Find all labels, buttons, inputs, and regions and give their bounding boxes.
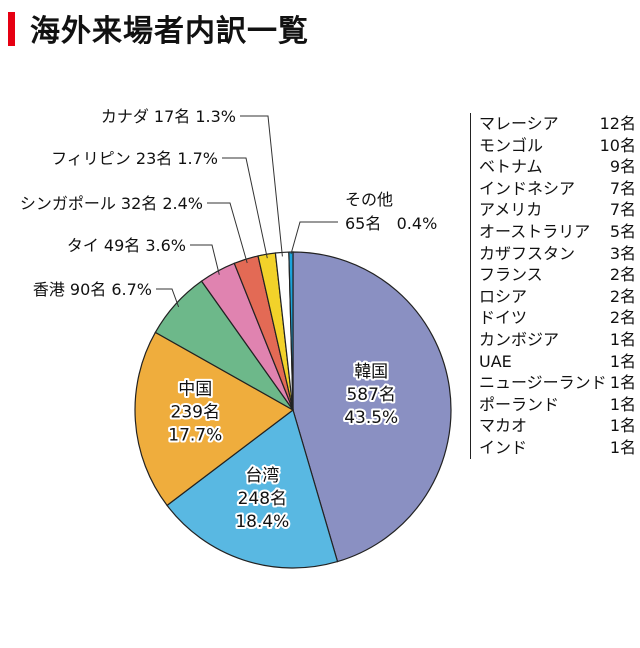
- other-breakdown-row: カザフスタン 3名: [471, 243, 639, 265]
- country-count: 7名: [609, 200, 636, 220]
- country-name: UAE: [479, 351, 512, 371]
- country-count: 2名: [609, 308, 636, 328]
- callout-label-canada: カナダ 17名 1.3%: [101, 107, 236, 126]
- country-count: 5名: [609, 221, 636, 241]
- country-count: 1名: [609, 437, 636, 457]
- country-name: ベトナム: [479, 157, 543, 177]
- other-breakdown-row: ポーランド 1名: [471, 394, 639, 416]
- slice-percent-taiwan: 18.4%: [235, 512, 289, 532]
- country-name: マレーシア: [479, 114, 559, 133]
- country-count: 1名: [609, 416, 636, 436]
- other-breakdown-row: カンボジア 1名: [471, 329, 639, 351]
- slice-count-taiwan: 248名: [238, 489, 287, 509]
- other-breakdown-row: ロシア 2名: [471, 286, 639, 308]
- other-breakdown-row: モンゴル 10名: [471, 135, 639, 157]
- callout-value-other: 65名 0.4%: [345, 214, 437, 233]
- country-name: インドネシア: [479, 178, 576, 198]
- country-name: ロシア: [479, 286, 528, 306]
- country-count: 1名: [609, 351, 636, 371]
- country-count: 2名: [609, 265, 636, 285]
- country-name: ニュージーランド: [479, 373, 607, 393]
- other-breakdown-row: マレーシア 12名: [471, 113, 639, 135]
- leader-line-singapore: [207, 202, 248, 264]
- other-breakdown-row: マカオ 1名: [471, 415, 639, 437]
- country-count: 2名: [609, 286, 636, 306]
- leader-line-hongkong: [156, 288, 180, 308]
- country-name: ドイツ: [479, 308, 528, 328]
- other-breakdown-row: アメリカ 7名: [471, 199, 639, 221]
- country-name: カザフスタン: [479, 243, 576, 263]
- title-accent-bar: [8, 12, 15, 46]
- other-breakdown-row: UAE 1名: [471, 351, 639, 373]
- country-name: ポーランド: [479, 394, 560, 414]
- country-count: 12名: [599, 114, 636, 133]
- other-breakdown-row: ベトナム 9名: [471, 156, 639, 178]
- country-count: 1名: [609, 329, 636, 349]
- country-name: カンボジア: [479, 329, 560, 349]
- slice-label-taiwan: 台湾: [245, 466, 279, 486]
- callout-label-hongkong: 香港 90名 6.7%: [33, 280, 152, 299]
- other-breakdown-row: フランス 2名: [471, 264, 639, 286]
- other-breakdown-row: インド 1名: [471, 437, 639, 459]
- country-count: 1名: [609, 394, 636, 414]
- country-name: オーストラリア: [479, 221, 591, 241]
- other-breakdown-row: ニュージーランド 1名: [471, 372, 639, 394]
- country-count: 1名: [609, 373, 636, 393]
- slice-label-china: 中国: [178, 380, 212, 400]
- callout-label-thailand: タイ 49名 3.6%: [67, 236, 186, 255]
- slice-percent-korea: 43.5%: [344, 408, 398, 428]
- slice-count-china: 239名: [171, 403, 220, 423]
- callout-label-other: その他: [345, 190, 393, 209]
- pie-slice-taiwan: [166, 408, 339, 569]
- leader-line-thailand: [190, 244, 220, 275]
- slice-count-korea: 587名: [346, 385, 395, 405]
- leader-line-canada: [240, 115, 283, 257]
- country-name: モンゴル: [479, 135, 544, 155]
- country-name: アメリカ: [479, 200, 543, 220]
- country-name: フランス: [479, 265, 543, 285]
- country-count: 10名: [599, 135, 636, 155]
- other-breakdown-list: マレーシア 12名 モンゴル 10名 ベトナム 9名 インドネシア 7名 アメリカ 7名 オーストラ…: [470, 113, 639, 459]
- callout-label-philippines: フィリピン 23名 1.7%: [51, 149, 218, 168]
- other-breakdown-row: オーストラリア 5名: [471, 221, 639, 243]
- other-breakdown-row: インドネシア 7名: [471, 178, 639, 200]
- slice-label-korea: 韓国: [354, 362, 388, 382]
- pie-slice-other: [288, 251, 294, 411]
- pie-slice-china: [134, 331, 295, 507]
- other-breakdown-row: ドイツ 2名: [471, 307, 639, 329]
- country-name: マカオ: [479, 416, 528, 436]
- country-count: 3名: [609, 243, 636, 263]
- leader-line-other: [290, 221, 338, 255]
- country-count: 7名: [609, 178, 636, 198]
- callout-label-singapore: シンガポール 32名 2.4%: [20, 194, 203, 213]
- leader-line-philippines: [222, 157, 268, 259]
- slice-percent-china: 17.7%: [168, 426, 222, 446]
- pie-slice-korea: [292, 251, 452, 563]
- chart-title: 海外来場者内訳一覧: [30, 14, 309, 49]
- country-count: 9名: [609, 157, 636, 177]
- country-name: インド: [479, 437, 528, 457]
